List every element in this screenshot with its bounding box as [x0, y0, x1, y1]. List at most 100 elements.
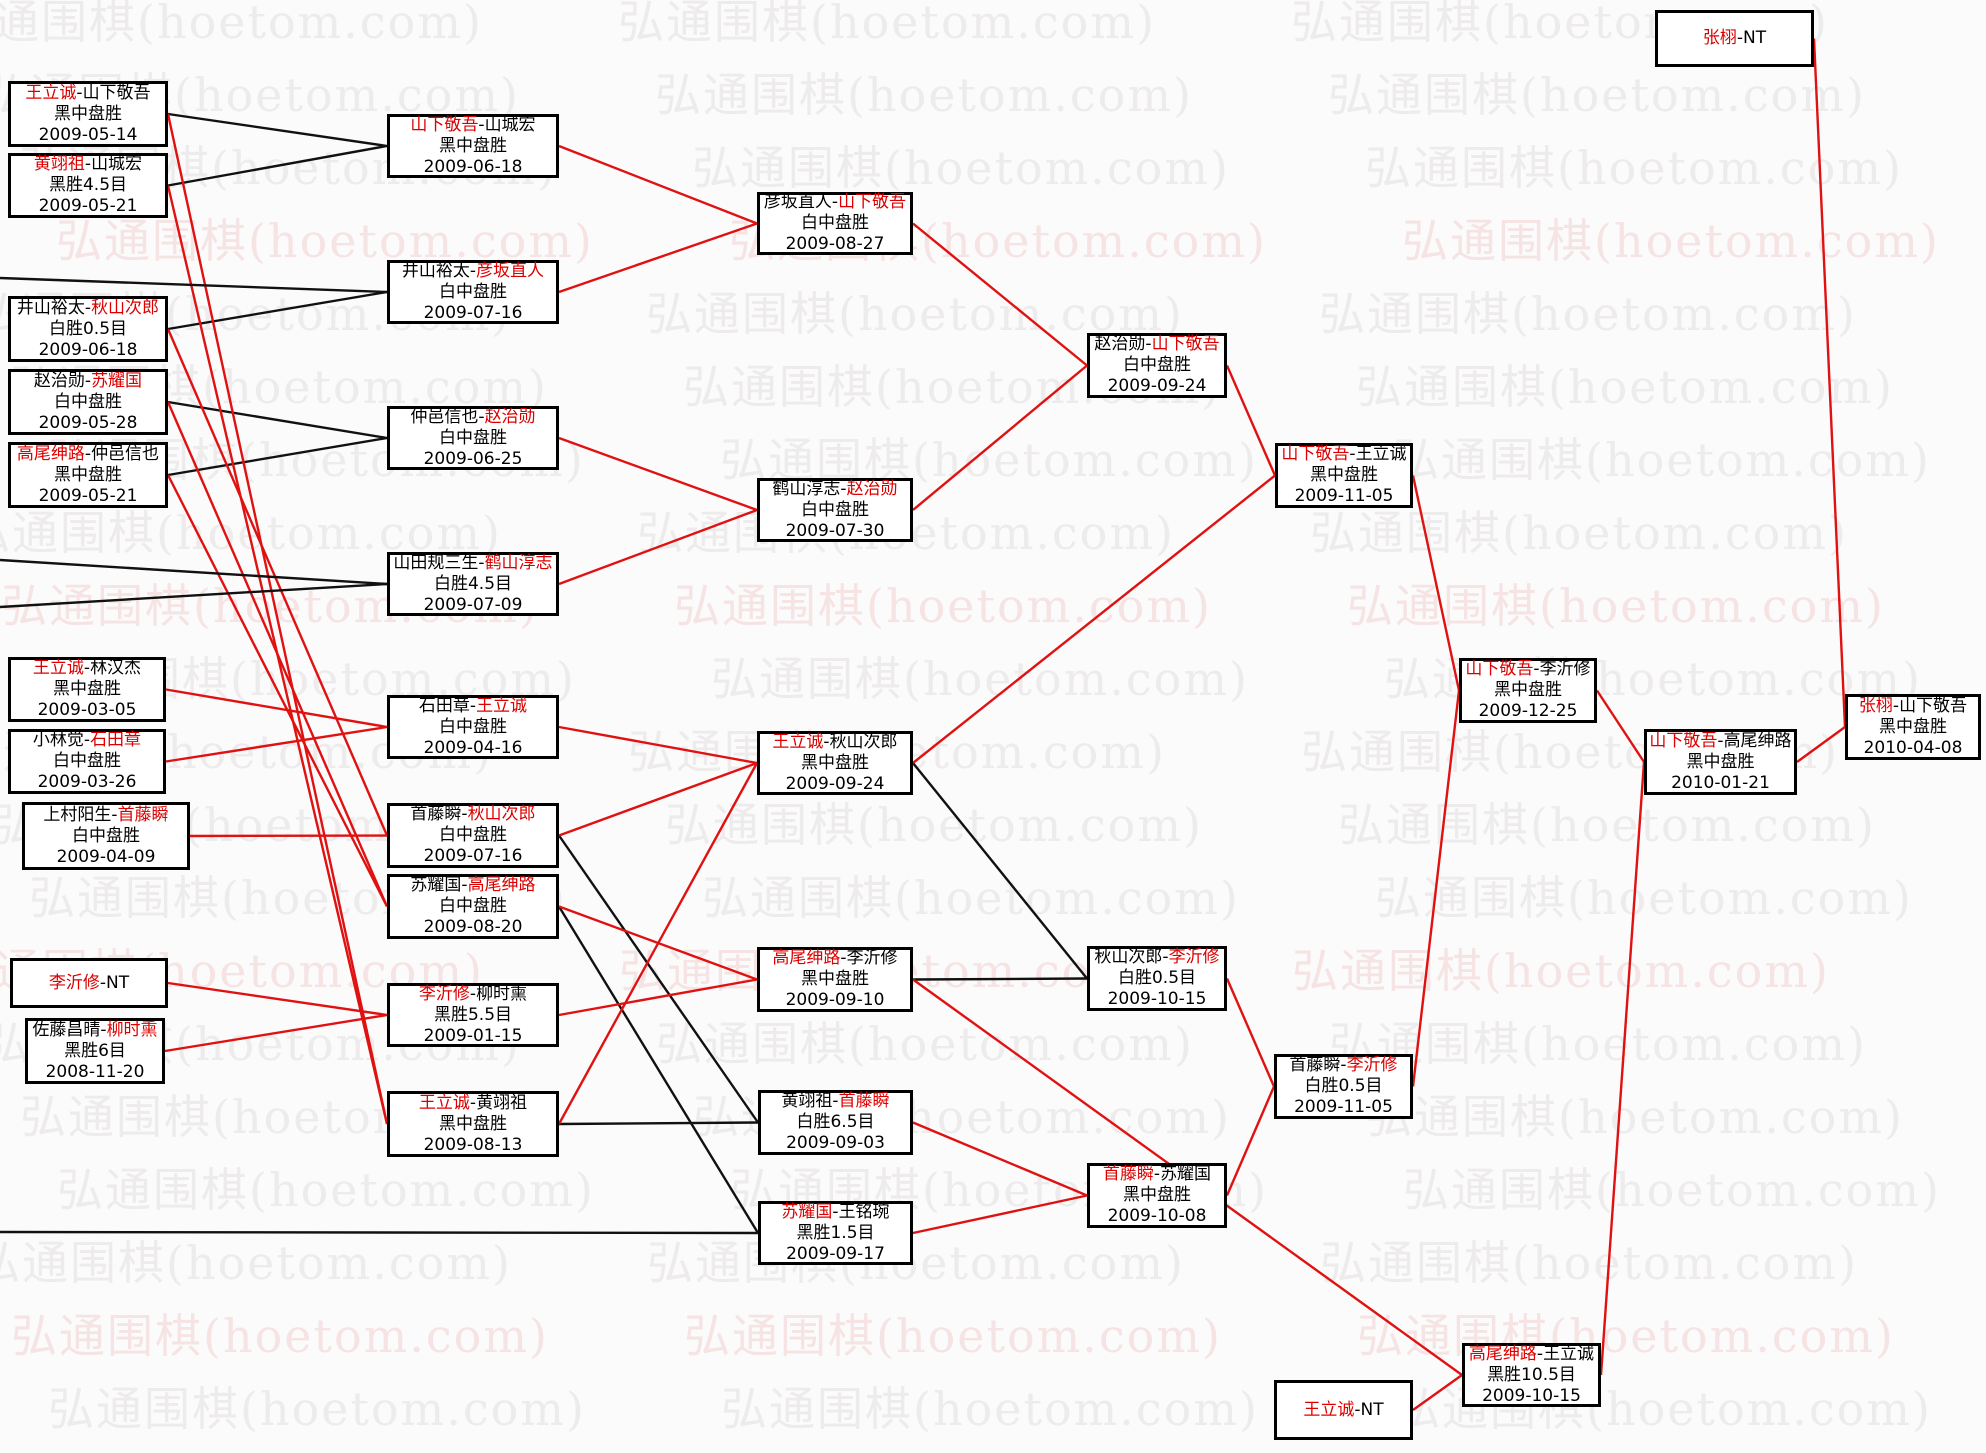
bracket-line-red [1411, 690, 1461, 1087]
match-date: 2009-10-08 [1107, 1206, 1207, 1226]
match-box-b26[interactable]: 赵治勋-山下敬吾 白中盘胜 2009-09-24 [1087, 333, 1227, 398]
match-box-b30[interactable]: 首藤瞬-李沂修 白胜0.5目 2009-11-05 [1274, 1054, 1413, 1119]
player-name: 赵治勋 [33, 370, 85, 391]
player-name: 首藤瞬 [1289, 1055, 1341, 1075]
match-box-b19[interactable]: 王立诚-黄翊祖 黑中盘胜 2009-08-13 [387, 1091, 559, 1157]
match-box-b12[interactable]: 井山裕太-彦坂直人 白中盘胜 2009-07-16 [387, 260, 559, 324]
match-box-b29[interactable]: 山下敬吾-王立诚 黑中盘胜 2009-11-05 [1275, 443, 1413, 508]
winner-name: 苏耀国 [781, 1201, 833, 1222]
winner-name: 黄翊祖 [33, 154, 85, 174]
match-date: 2009-08-27 [785, 234, 885, 254]
winner-name: 山下敬吾 [838, 192, 907, 212]
winner-name: 张栩 [1702, 28, 1737, 48]
bracket-line-red [166, 328, 389, 836]
match-box-b10[interactable]: 佐藤昌晴-柳时熏 黑胜6目 2008-11-20 [25, 1018, 165, 1084]
player-name: 彦坂直人 [763, 192, 832, 212]
match-date: 2009-05-28 [38, 412, 138, 433]
bracket-line-red [912, 1194, 1088, 1235]
match-box-b15[interactable]: 石田章-王立诚 白中盘胜 2009-04-16 [387, 695, 559, 759]
match-box-b31[interactable]: 王立诚-NT [1274, 1380, 1413, 1440]
match-box-b28[interactable]: 首藤瞬-苏耀国 黑中盘胜 2009-10-08 [1087, 1163, 1227, 1228]
match-date: 2009-03-05 [37, 700, 137, 720]
match-box-b6[interactable]: 王立诚-林汉杰 黑中盘胜 2009-03-05 [8, 657, 166, 722]
match-box-b7[interactable]: 小林觉-石田章 白中盘胜 2009-03-26 [8, 729, 166, 794]
match-box-b33[interactable]: 高尾绅路-王立诚 黑胜10.5目 2009-10-15 [1462, 1343, 1601, 1407]
player-name: 林汉杰 [90, 658, 142, 678]
winner-name: 王立诚 [418, 1092, 470, 1113]
bracket-line-black [0, 1230, 759, 1235]
match-date: 2009-08-13 [423, 1134, 523, 1155]
match-box-b36[interactable]: 张栩-山下敬吾 黑中盘胜 2010-04-08 [1845, 694, 1981, 760]
match-box-b18[interactable]: 李沂修-柳时熏 黑胜5.5目 2009-01-15 [387, 983, 559, 1047]
match-box-b22[interactable]: 王立诚-秋山次郎 黑中盘胜 2009-09-24 [757, 731, 913, 795]
match-box-b34[interactable]: 张栩-NT [1655, 10, 1814, 67]
match-box-b25[interactable]: 苏耀国-王铭琬 黑胜1.5目 2009-09-17 [758, 1201, 913, 1265]
winner-name: 张栩 [1858, 695, 1893, 716]
match-box-b8[interactable]: 上村阳生-首藤瞬 白中盘胜 2009-04-09 [22, 802, 190, 870]
match-date: 2009-10-15 [1482, 1385, 1581, 1406]
match-box-b35[interactable]: 山下敬吾-高尾绅路 黑中盘胜 2010-01-21 [1644, 729, 1797, 795]
match-date: 2009-11-05 [1294, 1097, 1393, 1117]
match-box-b20[interactable]: 彦坂直人-山下敬吾 白中盘胜 2009-08-27 [757, 192, 913, 255]
match-box-b4[interactable]: 赵治勋-苏耀国 白中盘胜 2009-05-28 [8, 369, 168, 435]
bracket-line-red [1411, 475, 1461, 691]
match-box-b16[interactable]: 首藤瞬-秋山次郎 白中盘胜 2009-07-16 [387, 803, 559, 868]
name-separator: - [1736, 28, 1744, 48]
match-box-b23[interactable]: 高尾绅路-李沂修 黑中盘胜 2009-09-10 [757, 947, 913, 1012]
bracket-line-red [912, 222, 1088, 367]
player-name: 王立诚 [1543, 1343, 1595, 1364]
winner-name: 王立诚 [772, 731, 824, 752]
winner-name: 高尾绅路 [467, 875, 536, 895]
match-players: 张栩-NT [1703, 28, 1766, 49]
name-separator: - [832, 1091, 839, 1111]
name-separator: - [469, 1092, 477, 1113]
match-box-b13[interactable]: 仲邑信也-赵治勋 白中盘胜 2009-06-25 [387, 406, 559, 470]
name-separator: - [478, 114, 485, 135]
match-box-b14[interactable]: 山田规三生-鹤山淳志 白胜4.5目 2009-07-09 [387, 552, 559, 616]
match-players: 高尾绅路-王立诚 [1469, 1344, 1594, 1365]
winner-name: 李沂修 [1168, 947, 1220, 967]
match-box-b5[interactable]: 高尾绅路-仲邑信也 黑中盘胜 2009-05-21 [8, 442, 168, 508]
name-separator: - [1536, 1343, 1544, 1364]
match-date: 2009-01-15 [423, 1025, 523, 1046]
bracket-line-red [1225, 1086, 1276, 1196]
match-date: 2009-12-25 [1478, 701, 1578, 721]
winner-name: 山下敬吾 [1465, 659, 1534, 679]
name-separator: - [840, 948, 847, 968]
match-box-b3[interactable]: 井山裕太-秋山次郎 白胜0.5目 2009-06-18 [8, 296, 168, 362]
name-separator: - [1145, 334, 1152, 354]
match-date: 2009-10-15 [1107, 989, 1207, 1009]
name-separator: - [1349, 444, 1356, 464]
match-box-b24[interactable]: 黄翊祖-首藤瞬 白胜6.5目 2009-09-03 [758, 1090, 913, 1155]
player-name: 苏耀国 [1160, 1164, 1212, 1184]
name-separator: - [84, 154, 92, 174]
winner-name: 鹤山淳志 [484, 552, 553, 573]
match-box-b27[interactable]: 秋山次郎-李沂修 白胜0.5目 2009-10-15 [1087, 946, 1227, 1011]
name-separator: - [478, 552, 485, 573]
match-players: 鹤山淳志-赵治勋 [772, 479, 897, 500]
winner-name: 首藤瞬 [1102, 1164, 1154, 1184]
player-name: 高尾绅路 [1723, 730, 1792, 751]
match-players: 赵治勋-山下敬吾 [1094, 334, 1219, 355]
winner-name: 山下敬吾 [1649, 730, 1718, 751]
match-box-b17[interactable]: 苏耀国-高尾绅路 白中盘胜 2009-08-20 [387, 874, 559, 939]
player-name: 小林觉 [32, 730, 84, 750]
match-box-b32[interactable]: 山下敬吾-李沂修 黑中盘胜 2009-12-25 [1459, 658, 1597, 723]
match-box-b9[interactable]: 李沂修-NT [10, 958, 168, 1008]
name-separator: - [1340, 1055, 1347, 1075]
match-box-b1[interactable]: 王立诚-山下敬吾 黑中盘胜 2009-05-14 [8, 81, 168, 147]
match-date: 2009-06-25 [423, 448, 523, 469]
player-name: 山城宏 [484, 114, 536, 135]
match-box-b21[interactable]: 鹤山淳志-赵治勋 白中盘胜 2009-07-30 [757, 478, 913, 542]
match-result: 黑中盘胜 [1686, 751, 1755, 772]
match-result: 白中盘胜 [439, 716, 507, 737]
match-players: 黄翊祖-山城宏 [34, 154, 142, 175]
match-box-b11[interactable]: 山下敬吾-山城宏 黑中盘胜 2009-06-18 [387, 114, 559, 178]
match-box-b2[interactable]: 黄翊祖-山城宏 黑胜4.5目 2009-05-21 [8, 153, 168, 218]
name-separator: - [469, 695, 477, 716]
player-name: 秋山次郎 [1094, 947, 1163, 967]
match-date: 2009-06-18 [423, 156, 523, 177]
match-result: 黑中盘胜 [1494, 680, 1562, 700]
match-players: 王立诚-林汉杰 [33, 658, 141, 679]
